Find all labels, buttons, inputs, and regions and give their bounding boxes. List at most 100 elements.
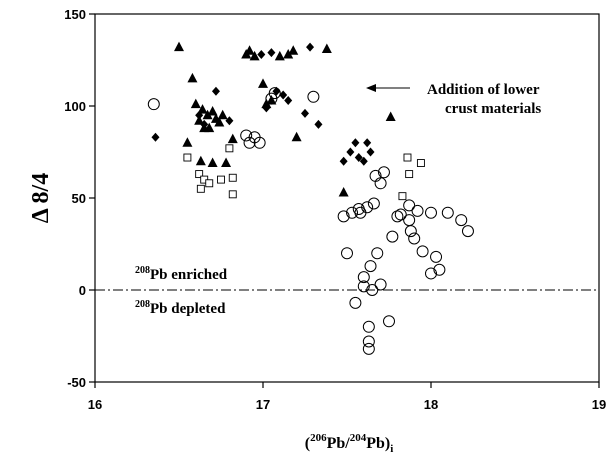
circle-open-marker xyxy=(253,136,266,149)
circle-open-marker xyxy=(411,204,424,217)
circle-open-marker xyxy=(354,206,367,219)
circle-open-marker xyxy=(361,201,374,214)
diamond-filled-marker xyxy=(339,156,348,166)
circle-open-marker xyxy=(364,260,377,273)
diamond-filled-marker xyxy=(284,95,293,105)
x-title-sub: i xyxy=(390,443,393,455)
diamond-filled-marker xyxy=(257,49,266,59)
circle-open-marker xyxy=(455,214,468,227)
triangle-filled-marker xyxy=(204,122,215,133)
circle-open-marker xyxy=(362,342,375,355)
circle-open-marker xyxy=(425,206,437,219)
y-tick-label: 150 xyxy=(64,7,86,22)
diamond-filled-marker xyxy=(351,138,360,148)
triangle-filled-marker xyxy=(288,45,299,55)
square-open-marker xyxy=(405,170,414,179)
square-open-marker xyxy=(416,159,425,167)
y-tick-label: 50 xyxy=(72,191,86,206)
circle-open-marker xyxy=(374,177,387,190)
x-title-part2: Pb) xyxy=(366,435,390,452)
diamond-filled-marker xyxy=(195,110,204,120)
triangle-filled-marker xyxy=(195,155,206,166)
circle-open-marker xyxy=(357,271,370,284)
triangle-filled-marker xyxy=(274,50,285,61)
circle-open-marker xyxy=(346,206,359,219)
circle-open-marker xyxy=(430,250,443,263)
diamond-filled-marker xyxy=(301,108,309,118)
triangle-filled-marker xyxy=(244,45,255,55)
circle-open-marker xyxy=(341,247,353,260)
circle-open-marker xyxy=(362,335,375,348)
square-open-marker xyxy=(183,153,192,162)
axis-ticks: 16 17 18 19 -50 0 50 100 150 xyxy=(64,7,606,412)
circle-open-marker xyxy=(366,284,379,296)
triangle-filled-marker xyxy=(385,111,396,122)
square-open-marker xyxy=(195,170,204,179)
square-open-marker xyxy=(403,153,412,162)
triangle-filled-marker xyxy=(182,137,193,147)
x-tick-label: 17 xyxy=(256,397,270,412)
annotation-arrowhead xyxy=(366,84,376,92)
triangle-filled-marker xyxy=(197,104,208,114)
circle-open-marker xyxy=(403,214,416,227)
x-title-sup2: 204 xyxy=(350,432,367,444)
diamond-filled-marker xyxy=(363,138,372,148)
circle-open-marker xyxy=(425,267,437,280)
circle-open-marker xyxy=(394,208,407,221)
y-axis-title: Δ 8/4 xyxy=(28,173,54,223)
enriched-sup: 208 xyxy=(135,265,150,276)
x-title-part1: Pb/ xyxy=(327,435,351,452)
triangle-filled-marker xyxy=(207,157,218,168)
diamond-filled-marker xyxy=(359,156,368,166)
circle-open-marker xyxy=(386,230,399,243)
square-open-marker xyxy=(217,175,225,184)
square-open-marker xyxy=(225,144,234,153)
y-tick-label: 0 xyxy=(79,283,86,298)
circle-open-marker xyxy=(391,210,404,223)
circle-open-marker xyxy=(416,245,429,258)
lower-crust-annotation: Addition of lower crust materials xyxy=(366,82,541,117)
circle-open-marker xyxy=(147,98,160,111)
triangle-filled-marker xyxy=(214,117,225,127)
circle-open-marker xyxy=(268,87,281,100)
square-open-marker xyxy=(228,190,237,199)
triangle-filled-marker xyxy=(187,72,198,83)
circle-open-marker xyxy=(433,263,446,276)
diamond-filled-marker xyxy=(267,48,276,58)
triangle-filled-marker xyxy=(194,115,205,125)
x-title-open: ( xyxy=(305,435,310,452)
triangle-filled-marker xyxy=(217,109,228,120)
depleted-text: Pb depleted xyxy=(150,301,226,317)
triangle-filled-marker xyxy=(266,94,277,105)
circle-open-marker xyxy=(403,199,416,212)
plot-frame xyxy=(94,13,600,383)
triangle-filled-marker xyxy=(190,98,201,109)
square-open-marker xyxy=(196,184,205,193)
diamond-filled-marker xyxy=(306,42,315,52)
square-open-marker xyxy=(228,173,237,182)
triangle-filled-marker xyxy=(283,48,294,59)
square-open-marker xyxy=(205,179,214,188)
x-axis-title: (206Pb/204Pb)i xyxy=(305,432,394,455)
diamond-filled-marker xyxy=(200,119,209,129)
circle-open-marker xyxy=(240,129,253,142)
triangle-filled-marker xyxy=(249,50,260,61)
circle-open-marker xyxy=(349,296,362,309)
triangle-filled-marker xyxy=(291,131,302,142)
x-tick-label: 16 xyxy=(88,397,102,412)
annotation-line-1: Addition of lower xyxy=(427,82,540,98)
circle-open-marker xyxy=(362,320,375,333)
depleted-sup: 208 xyxy=(135,299,150,310)
diamond-filled-marker xyxy=(279,90,288,100)
circle-open-marker xyxy=(461,225,474,238)
triangle-filled-marker xyxy=(221,157,232,168)
x-tick-label: 19 xyxy=(592,397,606,412)
diamond-filled-marker xyxy=(211,86,220,96)
circle-open-marker xyxy=(377,166,390,179)
circle-open-marker xyxy=(371,247,384,260)
diamond-filled-marker xyxy=(314,119,323,129)
triangle-filled-marker xyxy=(202,109,213,120)
triangle-filled-marker xyxy=(227,133,238,144)
enriched-text: Pb enriched xyxy=(150,267,228,283)
